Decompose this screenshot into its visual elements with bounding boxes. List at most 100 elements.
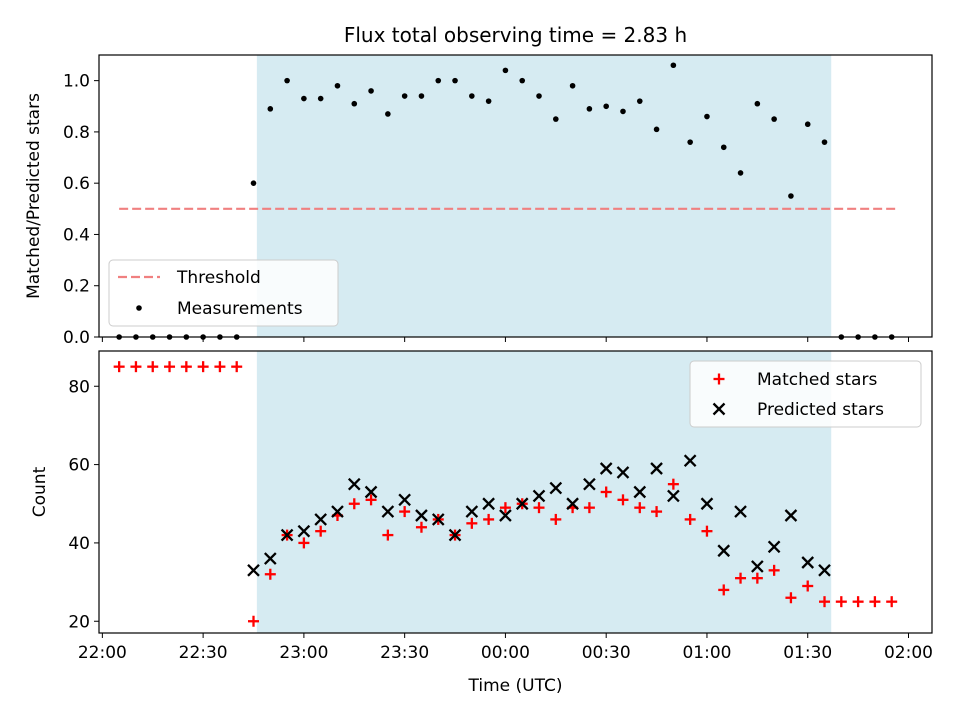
matched-star-point	[667, 478, 679, 490]
matched-star-point	[869, 596, 881, 608]
matched-star-point	[197, 361, 209, 373]
shaded-region	[256, 55, 832, 337]
y-tick-label: 0.8	[63, 123, 90, 143]
matched-star-point	[802, 580, 814, 592]
matched-star-point	[264, 568, 276, 580]
legend-predicted-swatch	[712, 402, 726, 416]
predicted-star-point	[448, 528, 462, 542]
measurement-point	[720, 144, 727, 151]
measurement-point	[653, 126, 660, 133]
cross-b	[297, 524, 311, 538]
y-tick-label: 0.4	[63, 225, 90, 245]
predicted-star-point	[633, 485, 647, 499]
predicted-star-point	[767, 540, 781, 554]
predicted-star-point	[364, 485, 378, 499]
predicted-star-point	[532, 489, 546, 503]
measurement-point	[804, 121, 811, 128]
matched-star-point	[718, 584, 730, 596]
matched-star-point	[634, 502, 646, 514]
cross-b	[633, 485, 647, 499]
predicted-star-point	[549, 481, 563, 495]
measurement-point	[385, 111, 391, 117]
cross-b	[784, 509, 798, 522]
measurement-point	[334, 82, 341, 89]
measurement-point	[485, 98, 492, 104]
bottom-axes-frame	[98, 350, 933, 634]
predicted-star-point	[818, 564, 831, 577]
x-axis-label: Time (UTC)	[468, 676, 563, 696]
matched-star-point	[113, 361, 125, 373]
matched-star-point	[735, 572, 747, 584]
x-tick-label: 23:00	[279, 643, 328, 663]
matched-star-point	[180, 361, 192, 373]
legend-matched-label: Matched stars	[757, 370, 877, 390]
cross-b	[280, 528, 294, 542]
matched-star-point	[298, 537, 310, 549]
measurement-point	[435, 77, 442, 84]
measurement-point	[284, 77, 290, 84]
legend-threshold-label: Threshold	[176, 268, 261, 288]
top-y-axis-label: Matched/Predicted stars	[24, 93, 44, 299]
cross-b	[583, 477, 596, 491]
cross-b	[448, 528, 462, 542]
y-tick-label: 0.2	[63, 277, 90, 297]
cross-b	[532, 489, 546, 503]
measurement-point	[502, 67, 509, 74]
matched-star-point	[164, 361, 176, 373]
cross-b	[314, 513, 327, 526]
predicted-star-point	[650, 462, 663, 475]
y-tick-label: 60	[68, 456, 90, 476]
predicted-star-point	[717, 544, 731, 558]
matched-star-point	[130, 361, 142, 373]
predicted-star-point	[331, 505, 344, 518]
x-tick-label: 00:30	[582, 643, 631, 663]
matched-star-point	[701, 525, 713, 537]
predicted-star-point	[415, 509, 428, 522]
legend-measurements-swatch	[136, 305, 142, 311]
matched-star-point	[617, 494, 629, 506]
matched-star-point	[768, 564, 780, 576]
cross-b	[364, 485, 378, 499]
cross-b	[482, 497, 495, 511]
y-tick-label: 0.0	[63, 328, 90, 348]
matched-star-point	[651, 506, 663, 518]
measurement-point	[250, 180, 257, 186]
predicted-star-point	[734, 505, 747, 518]
predicted-star-point	[616, 466, 630, 479]
chart-title: Flux total observing time = 2.83 h	[344, 23, 687, 47]
predicted-star-point	[499, 509, 512, 522]
top-panel: 0.0 0.2 0.4 0.6 0.8 1.0 Threshold Measurements	[63, 54, 933, 348]
bottom-y-axis-label: Count	[30, 466, 50, 517]
matched-star-point	[835, 596, 847, 608]
predicted-star-point	[314, 513, 327, 526]
measurement-point	[368, 88, 374, 94]
y-tick-label: 1.0	[63, 72, 90, 92]
cross-b	[381, 505, 395, 518]
legend-box	[108, 259, 339, 327]
x-tick-label: 00:00	[481, 643, 530, 663]
measurement-point	[553, 116, 559, 122]
bottom-panel: 22:00 22:30 23:00 23:30 00:00 00:30 01:00 01:30…	[68, 350, 933, 663]
matched-star-point	[248, 615, 260, 627]
cross-b	[549, 481, 563, 495]
matched-star-point	[499, 502, 511, 514]
cross-b	[717, 544, 731, 558]
measurement-point	[687, 139, 693, 145]
cross-b	[347, 477, 361, 491]
matched-star-point	[348, 498, 360, 510]
cross-b	[566, 497, 579, 511]
cross-b	[801, 556, 815, 569]
x-tick-label: 01:00	[682, 643, 731, 663]
matched-star-point	[483, 513, 495, 525]
x-tick-label: 02:00	[884, 643, 933, 663]
predicted-star-point	[583, 477, 596, 491]
top-axes-frame	[98, 54, 933, 338]
cross-b	[599, 462, 613, 475]
predicted-star-point	[667, 489, 680, 503]
legend-box	[689, 360, 922, 428]
cross-b	[751, 560, 764, 573]
predicted-star-point	[247, 564, 260, 577]
measurement-point	[519, 77, 526, 84]
matched-star-point	[533, 502, 545, 514]
